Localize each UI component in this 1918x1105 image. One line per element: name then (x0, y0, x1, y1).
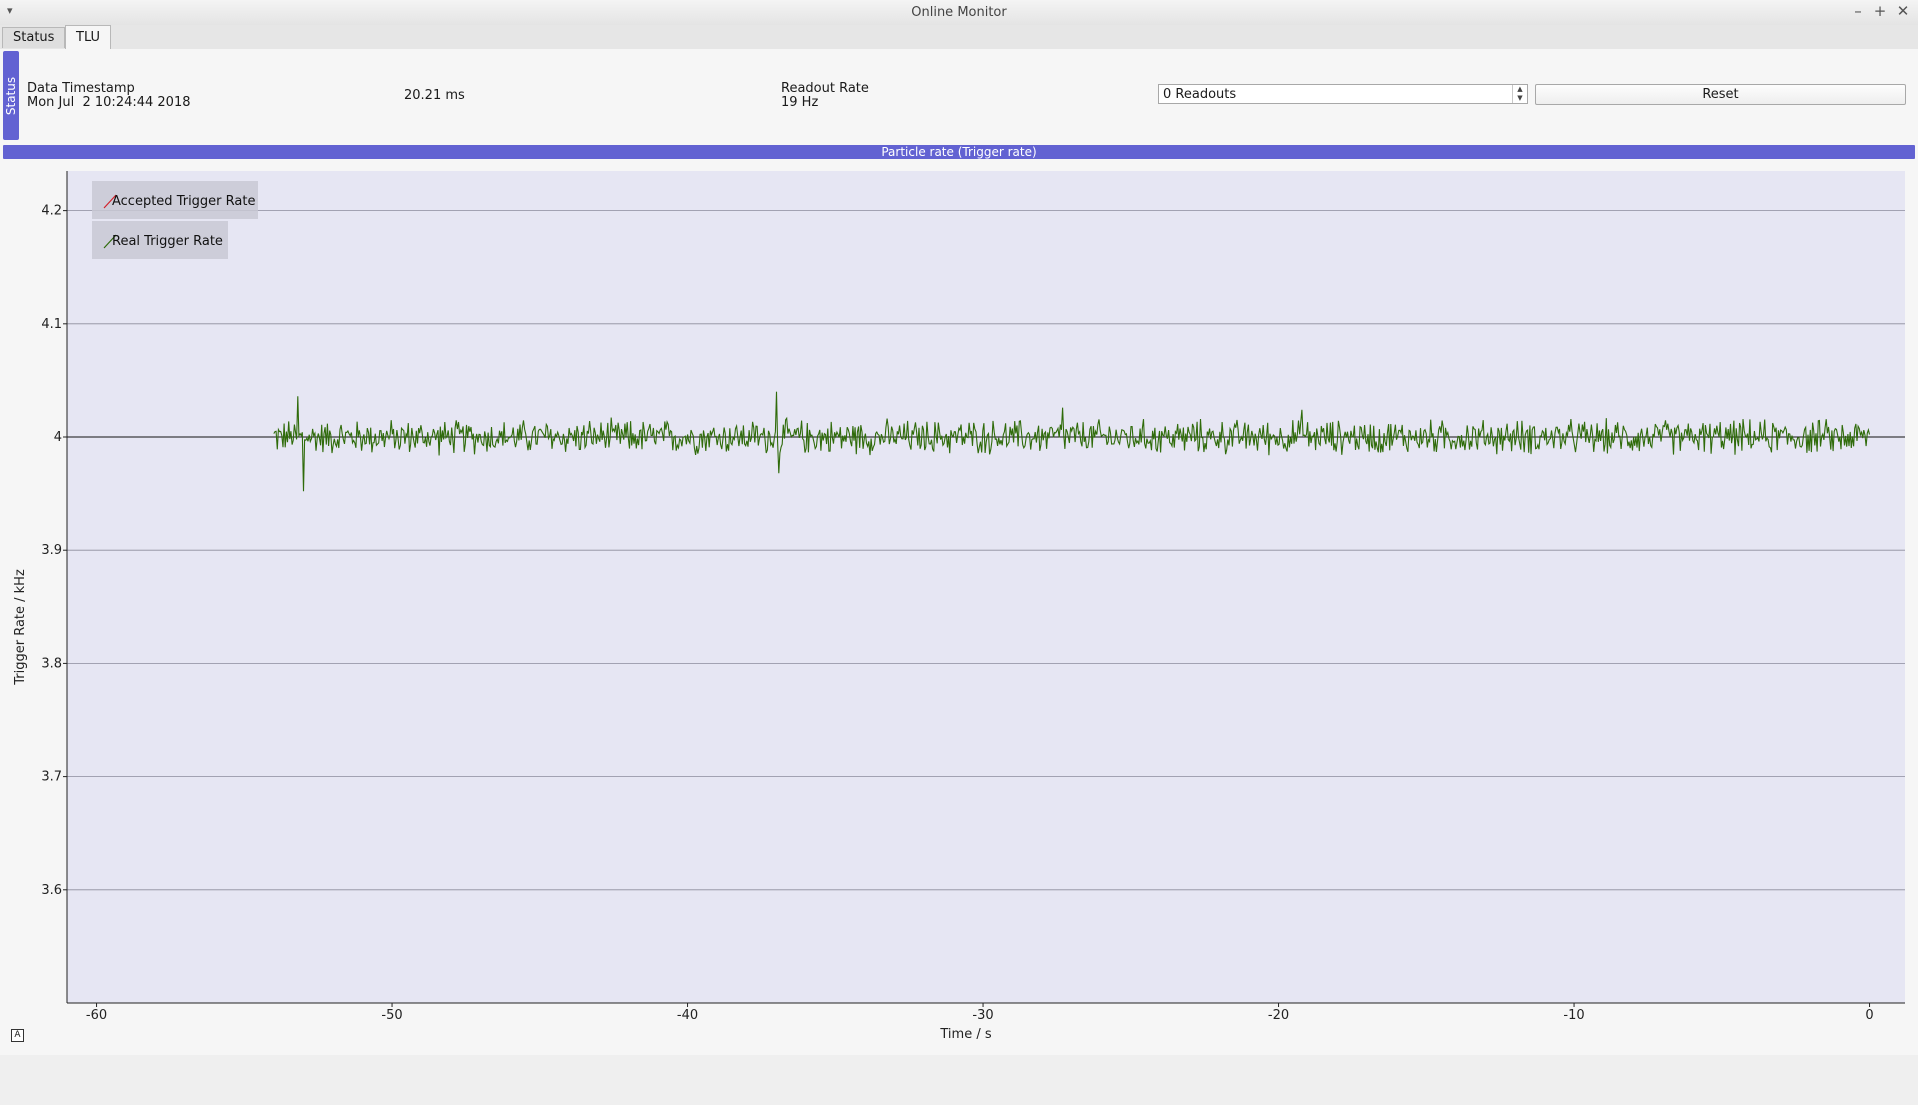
x-axis-label: Time / s (939, 1027, 991, 1042)
series-real-trigger-rate (273, 391, 1871, 492)
y-tick-label: 3.6 (41, 883, 62, 898)
status-dock-label: Status (4, 76, 18, 115)
minimize-icon[interactable]: – (1854, 2, 1862, 20)
x-tick-label: -10 (1563, 1008, 1584, 1023)
legend-item-bg (92, 221, 228, 259)
legend-item-bg (92, 181, 258, 219)
spin-up-icon[interactable]: ▲ (1517, 85, 1523, 93)
readout-rate-label: Readout Rate (781, 81, 869, 96)
readouts-spinbox[interactable]: 0 Readouts ▲ ▼ (1158, 84, 1528, 104)
legend-swatch (103, 234, 117, 249)
auto-range-icon[interactable]: A (11, 1029, 24, 1042)
timestamp-label: Data Timestamp (27, 81, 135, 96)
chevron-down-icon[interactable]: ▾ (7, 4, 13, 17)
y-tick-label: 3.9 (41, 543, 62, 558)
x-tick-label: -20 (1268, 1008, 1289, 1023)
status-dock-tab[interactable]: Status (3, 51, 19, 140)
x-tick-label: -30 (972, 1008, 993, 1023)
x-tick-label: -50 (381, 1008, 402, 1023)
timestamp-value: Mon Jul 2 10:24:44 2018 (27, 95, 191, 110)
y-tick-label: 4 (54, 430, 62, 445)
y-tick-label: 3.8 (41, 656, 62, 671)
trigger-rate-chart[interactable]: 3.6 3.7 3.8 3.9 4 4.1 4.2 -60 -50 -40 -30 -20 -10 0 Ti… (0, 161, 1918, 1101)
tab-status[interactable]: Status (2, 27, 66, 48)
y-tick-label: 3.7 (41, 770, 62, 785)
window-title: Online Monitor (911, 5, 1007, 20)
y-tick-label: 4.2 (41, 204, 62, 219)
tab-content-tlu: Status Data Timestamp Mon Jul 2 10:24:44… (0, 49, 1918, 1055)
spin-down-icon[interactable]: ▼ (1517, 94, 1523, 102)
legend-label[interactable]: Accepted Trigger Rate (112, 194, 255, 209)
plot-background (67, 171, 1905, 1003)
y-tick-label: 4.1 (41, 317, 62, 332)
trigger-rate-plot-area: 3.6 3.7 3.8 3.9 4 4.1 4.2 -60 -50 -40 -30 -20 -10 0 Ti… (0, 161, 1918, 1105)
x-tick-label: -40 (677, 1008, 698, 1023)
plot-dock-title[interactable]: Particle rate (Trigger rate) (3, 145, 1915, 159)
close-icon[interactable]: ✕ (1896, 2, 1910, 20)
y-axis-label: Trigger Rate / kHz (13, 569, 28, 686)
maximize-icon[interactable]: + (1873, 2, 1887, 20)
legend-label[interactable]: Real Trigger Rate (112, 234, 223, 249)
legend-swatch (103, 194, 117, 209)
tab-bar: Status TLU (0, 25, 1918, 50)
x-tick-label: -60 (86, 1008, 107, 1023)
title-bar: ▾ Online Monitor – + ✕ (0, 0, 1918, 26)
latency-value: 20.21 ms (404, 88, 465, 103)
tab-tlu[interactable]: TLU (65, 25, 112, 50)
x-tick-label: 0 (1865, 1008, 1873, 1023)
reset-button[interactable]: Reset (1535, 84, 1906, 105)
readouts-value: 0 Readouts (1163, 87, 1237, 102)
readout-rate-value: 19 Hz (781, 95, 819, 110)
